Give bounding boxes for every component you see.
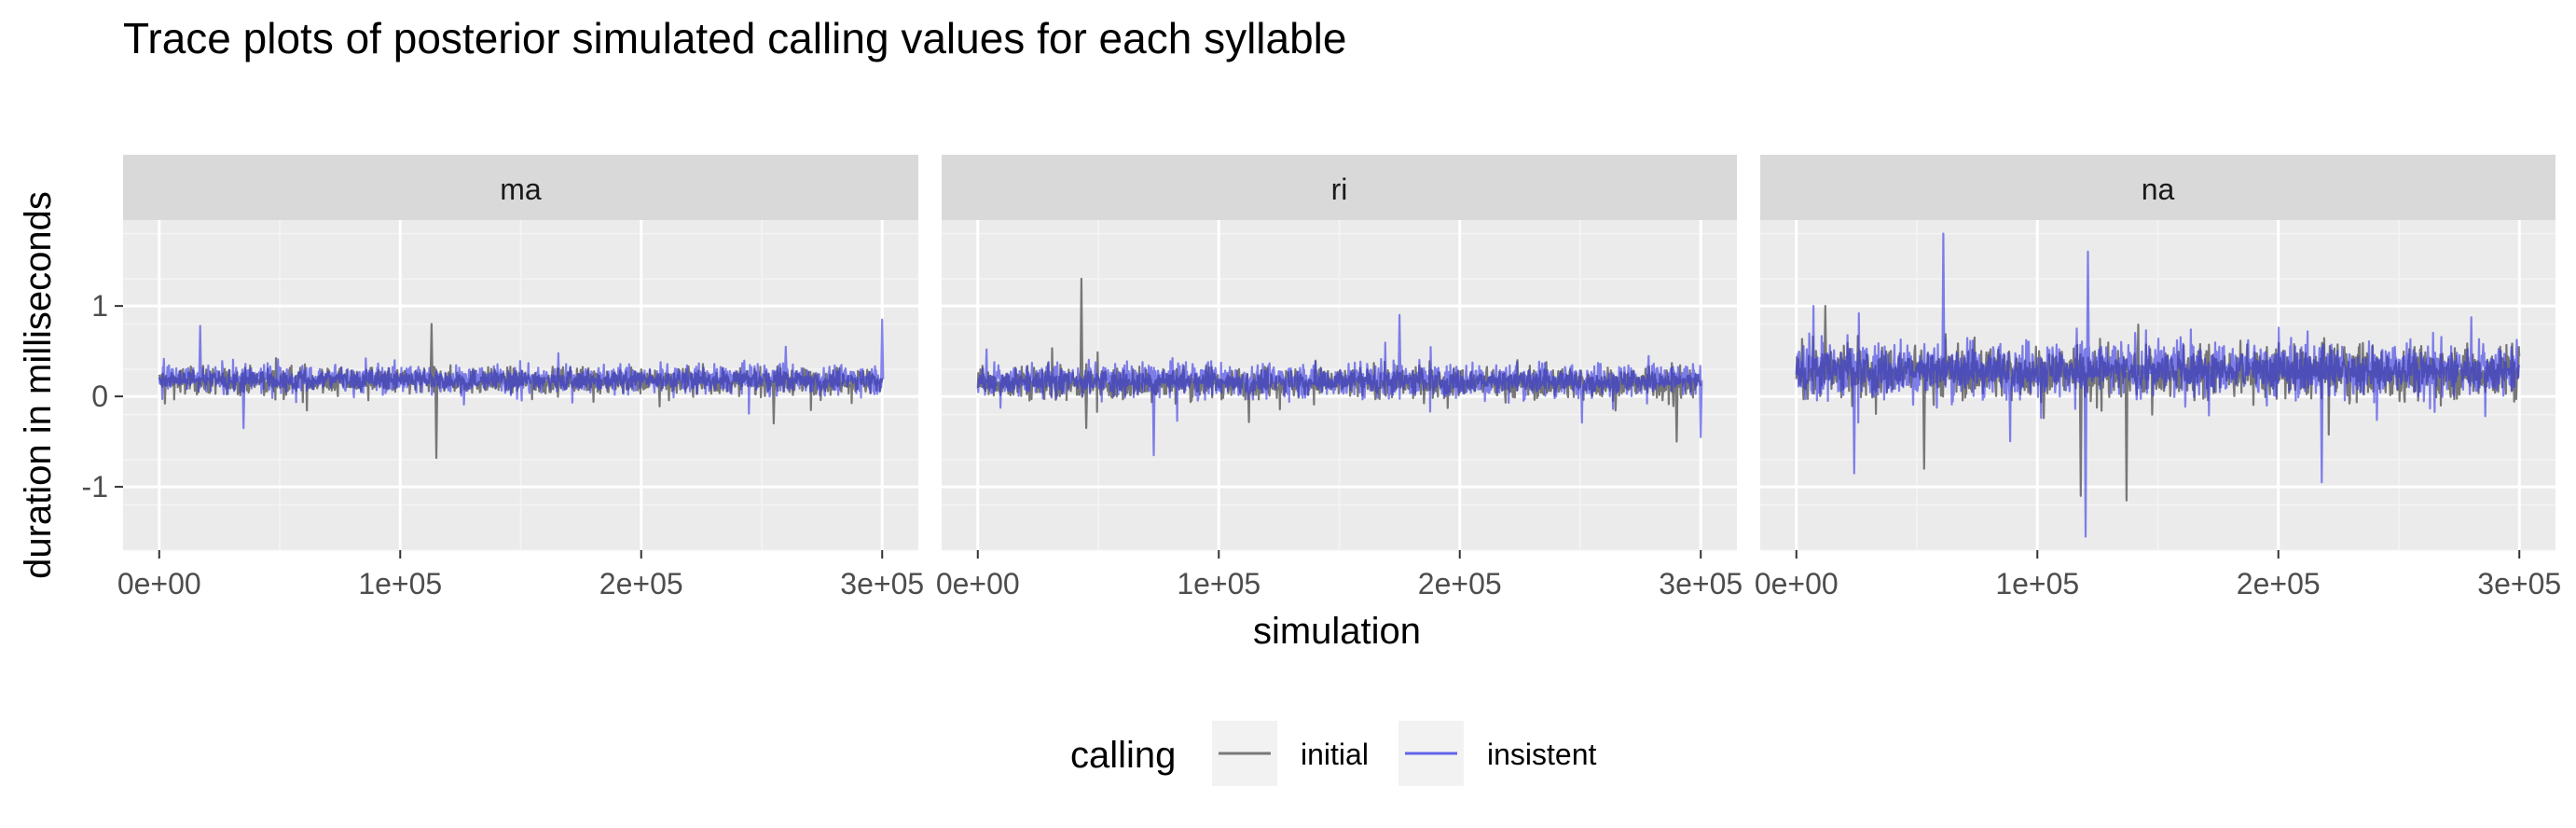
y-tick-label: -1 [82, 470, 108, 504]
facet-na: na 0e+00 1e+05 2e+05 3e+05 [1755, 155, 2561, 600]
series-line-insistent [976, 313, 1703, 457]
x-tick-label: 2e+05 [1418, 567, 1502, 600]
facet-strip [942, 155, 1737, 220]
x-tick-label: 1e+05 [358, 567, 442, 600]
legend-label: initial [1301, 738, 1369, 771]
x-tick-label: 3e+05 [840, 567, 924, 600]
x-tick-label: 3e+05 [2477, 567, 2561, 600]
x-tick-label: 3e+05 [1659, 567, 1743, 600]
x-tick-label: 2e+05 [599, 567, 683, 600]
x-tick-label: 0e+00 [936, 567, 1020, 600]
y-tick-label: 0 [91, 380, 108, 413]
legend: calling initial insistent [1070, 721, 1597, 786]
facet-strip-label: na [2142, 172, 2175, 206]
facet-ri: ri 0e+00 1e+05 2e+05 3e+05 [936, 155, 1743, 600]
chart-title: Trace plots of posterior simulated calli… [123, 14, 1346, 62]
legend-entry-insistent: insistent [1398, 721, 1597, 786]
facet-strip-label: ma [500, 172, 542, 206]
facet-strip-label: ri [1331, 172, 1348, 206]
x-tick-label: 1e+05 [1995, 567, 2079, 600]
facet-strip [123, 155, 918, 220]
x-tick-label: 0e+00 [117, 567, 201, 600]
facet-strip [1760, 155, 2555, 220]
legend-title: calling [1070, 735, 1176, 776]
x-tick-label: 2e+05 [2237, 567, 2321, 600]
x-tick-label: 0e+00 [1755, 567, 1839, 600]
facet-panels: ma 0e+00 1e+05 2e+05 3e+05 -1 0 1 ri 0e+00 1e+05 2e… [82, 155, 2561, 600]
legend-entry-initial: initial [1212, 721, 1369, 786]
legend-label: insistent [1487, 738, 1597, 771]
series-line-insistent [1795, 232, 2521, 538]
y-tick-label: 1 [91, 289, 108, 323]
y-axis-label: duration in milliseconds [18, 191, 59, 579]
x-tick-label: 1e+05 [1177, 567, 1260, 600]
x-axis-label: simulation [1253, 611, 1421, 652]
facet-ma: ma 0e+00 1e+05 2e+05 3e+05 -1 0 1 [82, 155, 924, 600]
series-line-insistent [158, 318, 885, 430]
